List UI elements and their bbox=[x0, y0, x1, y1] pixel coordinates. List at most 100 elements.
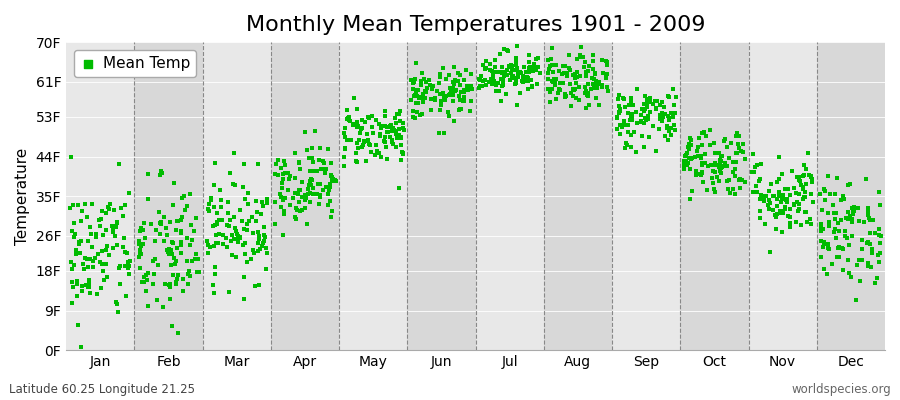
Point bbox=[384, 124, 399, 130]
Point bbox=[171, 218, 185, 224]
Point bbox=[317, 159, 331, 166]
Point bbox=[404, 76, 419, 83]
Point bbox=[516, 73, 530, 80]
Point bbox=[99, 261, 113, 268]
Point bbox=[141, 303, 156, 309]
Point bbox=[324, 172, 338, 178]
Point bbox=[805, 178, 819, 185]
Point bbox=[508, 81, 522, 87]
Point bbox=[600, 62, 615, 68]
Point bbox=[573, 44, 588, 50]
Point bbox=[267, 170, 282, 177]
Point bbox=[662, 128, 676, 135]
Point bbox=[845, 219, 859, 225]
Point bbox=[757, 193, 771, 199]
Point bbox=[873, 202, 887, 208]
Point bbox=[361, 137, 375, 143]
Point bbox=[451, 78, 465, 84]
Point bbox=[409, 60, 423, 66]
Point bbox=[488, 63, 502, 70]
Point bbox=[299, 195, 313, 202]
Point bbox=[708, 169, 723, 176]
Point bbox=[447, 118, 462, 124]
Point bbox=[288, 190, 302, 196]
Point bbox=[500, 46, 515, 53]
Point bbox=[666, 102, 680, 108]
Point bbox=[727, 191, 742, 197]
Point bbox=[387, 127, 401, 133]
Point bbox=[567, 86, 581, 93]
Point bbox=[842, 216, 856, 222]
Point bbox=[68, 231, 82, 238]
Point bbox=[278, 195, 293, 201]
Point bbox=[418, 89, 433, 96]
Point bbox=[112, 265, 126, 271]
Point bbox=[410, 100, 425, 106]
Point bbox=[308, 128, 322, 134]
Point bbox=[501, 64, 516, 70]
Point bbox=[406, 80, 420, 86]
Point bbox=[486, 74, 500, 80]
Point bbox=[639, 117, 653, 123]
Point bbox=[499, 91, 513, 97]
Point bbox=[393, 118, 408, 124]
Point bbox=[866, 217, 880, 224]
Point bbox=[781, 186, 796, 193]
Point bbox=[355, 125, 369, 131]
Point bbox=[544, 45, 559, 51]
Point bbox=[372, 149, 386, 156]
Point bbox=[598, 73, 613, 80]
Point bbox=[588, 70, 602, 76]
Point bbox=[304, 177, 319, 183]
Point bbox=[541, 57, 555, 64]
Point bbox=[580, 92, 594, 98]
Point bbox=[374, 125, 388, 132]
Point bbox=[480, 82, 494, 88]
Point bbox=[822, 246, 836, 252]
Point bbox=[292, 159, 306, 165]
Point bbox=[452, 107, 466, 113]
Point bbox=[392, 132, 407, 138]
Point bbox=[576, 54, 590, 60]
Point bbox=[581, 102, 596, 108]
Point bbox=[834, 245, 849, 252]
Point bbox=[177, 193, 192, 199]
Point bbox=[738, 156, 752, 162]
Point bbox=[393, 135, 408, 141]
Point bbox=[698, 160, 712, 166]
Point bbox=[164, 247, 178, 254]
Point bbox=[628, 149, 643, 155]
Point bbox=[695, 170, 709, 176]
Point bbox=[652, 112, 667, 118]
Point bbox=[444, 86, 458, 93]
Point bbox=[814, 238, 829, 244]
Point bbox=[228, 182, 242, 188]
Point bbox=[302, 199, 317, 206]
Point bbox=[861, 204, 876, 211]
Point bbox=[734, 148, 748, 154]
Point bbox=[311, 157, 326, 163]
Point bbox=[745, 151, 760, 158]
Point bbox=[691, 153, 706, 159]
Point bbox=[233, 234, 248, 240]
Point bbox=[817, 239, 832, 245]
Point bbox=[79, 213, 94, 220]
Point bbox=[324, 176, 338, 182]
Point bbox=[483, 60, 498, 67]
Point bbox=[433, 71, 447, 77]
Point bbox=[381, 129, 395, 135]
Point bbox=[511, 69, 526, 75]
Point bbox=[201, 206, 215, 212]
Point bbox=[754, 192, 769, 198]
Point bbox=[787, 201, 801, 207]
Point bbox=[214, 197, 229, 203]
Point bbox=[374, 154, 388, 160]
Point bbox=[288, 205, 302, 212]
Point bbox=[790, 174, 805, 180]
Point bbox=[274, 184, 289, 191]
Point bbox=[67, 284, 81, 290]
Point bbox=[763, 200, 778, 207]
Point bbox=[489, 81, 503, 87]
Point bbox=[441, 112, 455, 119]
Point bbox=[413, 78, 428, 84]
